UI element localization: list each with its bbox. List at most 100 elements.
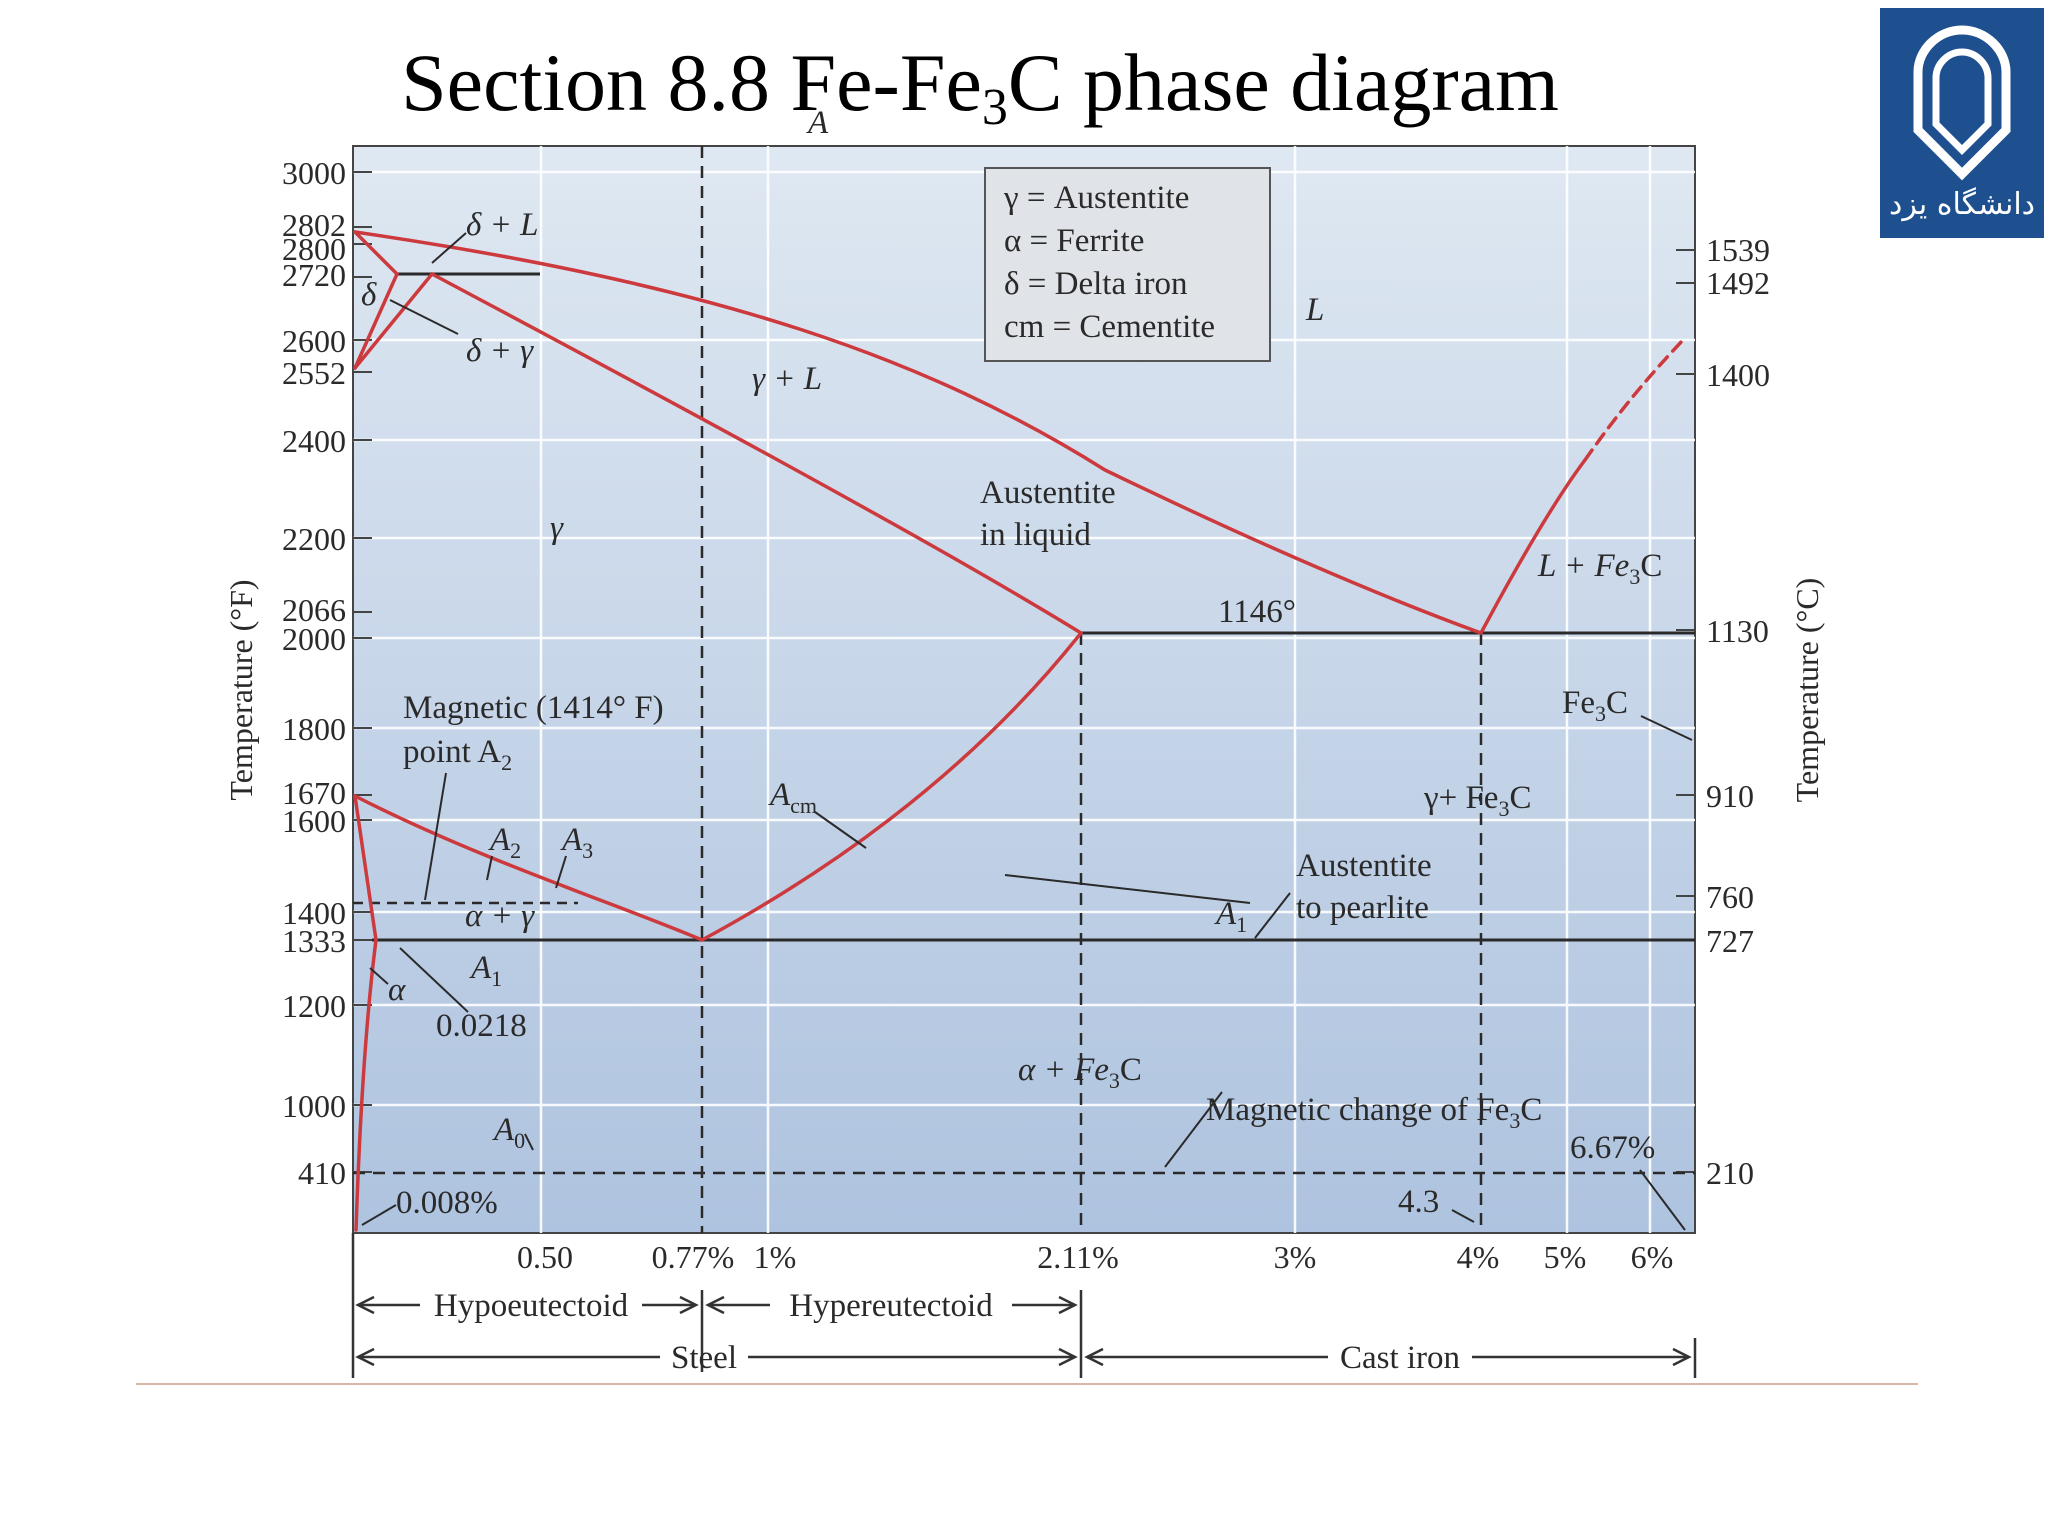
tick-label: 210 bbox=[1706, 1155, 1754, 1191]
delta-gamma-upper bbox=[353, 272, 399, 370]
label-gamma-fe3c: γ+ Fe3C bbox=[1423, 780, 1531, 821]
label-l-fe3c: L + Fe3C bbox=[1537, 548, 1662, 589]
tick-label: 5% bbox=[1544, 1239, 1587, 1275]
label-a2: A2 bbox=[488, 822, 521, 863]
label-a1-right: A1 bbox=[1214, 896, 1247, 937]
tick-label: 410 bbox=[298, 1155, 346, 1191]
acm-line bbox=[700, 631, 1083, 942]
tick-label: 1% bbox=[754, 1239, 797, 1275]
label-magnetic-point-1: Magnetic (1414° F) bbox=[403, 690, 664, 726]
legend-item: α = Ferrite bbox=[1004, 223, 1144, 259]
label-magnetic-change: Magnetic change of Fe3C bbox=[1206, 1092, 1542, 1133]
label-top-a: A bbox=[806, 105, 829, 141]
tick-label: 2.11% bbox=[1037, 1239, 1118, 1275]
range-bars bbox=[351, 1233, 1697, 1378]
tick-label: 1400 bbox=[1706, 357, 1770, 393]
alpha-solvus-lower bbox=[354, 938, 378, 1232]
tick-label: 2200 bbox=[282, 521, 346, 557]
tick-label: 1600 bbox=[282, 803, 346, 839]
legend-item: γ = Austentite bbox=[1003, 180, 1189, 216]
label-a0: A0 bbox=[492, 1112, 525, 1153]
grid-lines bbox=[353, 146, 1695, 1233]
tick-label: 2552 bbox=[282, 355, 346, 391]
legend-item: δ = Delta iron bbox=[1004, 266, 1188, 302]
tick-label: 3% bbox=[1274, 1239, 1317, 1275]
delta-solidus-line bbox=[353, 230, 399, 276]
label-delta: δ bbox=[361, 277, 377, 313]
tick-label: 1492 bbox=[1706, 265, 1770, 301]
label-a1-mid: A1 bbox=[469, 950, 502, 991]
right-axis-title: Temperature (°C) bbox=[1789, 578, 1825, 803]
gamma-solvus-a3 bbox=[353, 794, 704, 942]
label-0-008: 0.008% bbox=[396, 1185, 498, 1221]
bottom-tick-labels: 0.50 0.77% 1% 2.11% 3% 4% 5% 6% bbox=[517, 1239, 1673, 1275]
liquidus-hypereutectic bbox=[1479, 458, 1587, 635]
liquidus-line bbox=[353, 230, 1483, 635]
label-alpha: α bbox=[388, 972, 406, 1008]
tick-label: 910 bbox=[1706, 778, 1754, 814]
tick-label: 3000 bbox=[282, 155, 346, 191]
label-gamma: γ bbox=[550, 510, 564, 546]
tick-label: 1670 bbox=[282, 775, 346, 811]
label-hypoeutectoid: Hypoeutectoid bbox=[434, 1288, 629, 1324]
university-emblem-icon: دانشگاه یزد bbox=[1880, 8, 2044, 238]
slide-title: Section 8.8 Fe-Fe3C phase diagram bbox=[401, 37, 1559, 136]
label-0-0218: 0.0218 bbox=[436, 1008, 527, 1044]
tick-label: 1000 bbox=[282, 1088, 346, 1124]
tick-label: 1539 bbox=[1706, 232, 1770, 268]
tick-label: 2000 bbox=[282, 621, 346, 657]
logo-text: دانشگاه یزد bbox=[1889, 187, 2035, 222]
tick-label: 4% bbox=[1457, 1239, 1500, 1275]
label-steel: Steel bbox=[671, 1340, 737, 1376]
label-austenite-to-pearlite-1: Austentite bbox=[1296, 848, 1432, 884]
tick-label: 727 bbox=[1706, 923, 1754, 959]
label-gamma-l: γ + L bbox=[752, 361, 822, 397]
region-labels: A δ + L δ δ + γ γ + L L γ Austentite in … bbox=[361, 105, 1662, 1221]
legend-item: cm = Cementite bbox=[1004, 309, 1215, 345]
tick-label: 1400 bbox=[282, 895, 346, 931]
black-lines bbox=[353, 146, 1695, 1233]
label-austenite-to-pearlite-2: to pearlite bbox=[1296, 890, 1429, 926]
label-delta-gamma: δ + γ bbox=[466, 333, 534, 369]
tick-label: 2800 bbox=[282, 231, 346, 267]
slide-divider bbox=[136, 1383, 1918, 1385]
label-delta-l: δ + L bbox=[466, 207, 538, 243]
label-a3: A3 bbox=[560, 822, 593, 863]
left-axis-title: Temperature (°F) bbox=[223, 579, 259, 800]
tick-label: 0.50 bbox=[517, 1239, 573, 1275]
label-eutectic-temp: 1146° bbox=[1218, 594, 1296, 630]
tick-label: 6% bbox=[1631, 1239, 1674, 1275]
tick-label: 2400 bbox=[282, 423, 346, 459]
right-tick-labels: 1539 1492 1400 1130 910 760 727 210 bbox=[1706, 232, 1770, 1191]
label-4-3: 4.3 bbox=[1398, 1184, 1439, 1220]
leader-lines bbox=[361, 232, 1693, 1231]
label-l: L bbox=[1305, 292, 1324, 328]
label-alpha-gamma: α + γ bbox=[465, 898, 535, 934]
label-alpha-fe3c: α + Fe3C bbox=[1018, 1052, 1142, 1093]
label-hypereutectoid: Hypereutectoid bbox=[789, 1288, 993, 1324]
solidus-line bbox=[430, 272, 1083, 635]
tick-label: 1130 bbox=[1706, 613, 1769, 649]
label-cast-iron: Cast iron bbox=[1340, 1340, 1460, 1376]
phase-boundaries bbox=[353, 230, 1685, 1232]
tick-label: 1800 bbox=[282, 711, 346, 747]
tick-label: 2802 bbox=[282, 207, 346, 243]
tick-label: 1200 bbox=[282, 988, 346, 1024]
liquidus-hypereutectic-dashed bbox=[1583, 338, 1685, 462]
label-6-67: 6.67% bbox=[1570, 1130, 1655, 1166]
delta-gamma-lower bbox=[353, 272, 434, 370]
legend: γ = Austentite α = Ferrite δ = Delta iro… bbox=[984, 167, 1271, 362]
label-austenite-in-liquid-2: in liquid bbox=[980, 517, 1091, 553]
tick-label: 760 bbox=[1706, 879, 1754, 915]
label-austenite-in-liquid-1: Austentite bbox=[980, 475, 1116, 511]
tick-label: 2600 bbox=[282, 323, 346, 359]
tick-label: 2720 bbox=[282, 257, 346, 293]
left-tick-labels: 3000 2802 2800 2720 2600 2552 2400 2200 … bbox=[282, 155, 346, 1191]
label-acm: Acm bbox=[768, 777, 817, 818]
label-fe3c: Fe3C bbox=[1562, 685, 1628, 726]
label-magnetic-point-2: point A2 bbox=[403, 734, 512, 775]
alpha-solvus-upper bbox=[353, 794, 378, 942]
tick-label: 0.77% bbox=[652, 1239, 735, 1275]
tick-label: 2066 bbox=[282, 592, 346, 628]
